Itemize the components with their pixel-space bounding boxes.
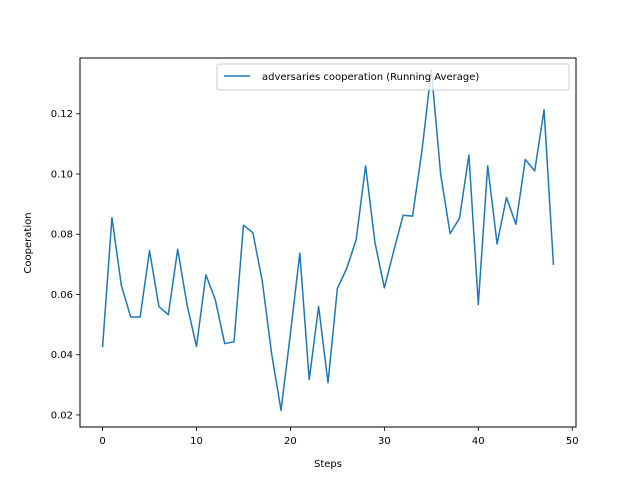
y-tick-label: 0.12	[51, 109, 73, 120]
x-tick-label: 20	[284, 436, 297, 447]
x-tick-label: 10	[190, 436, 203, 447]
x-axis-label: Steps	[314, 459, 342, 470]
legend-box	[216, 63, 570, 91]
y-axis-label: Cooperation	[23, 212, 34, 273]
y-tick-label: 0.06	[51, 290, 73, 301]
x-tick-label: 30	[378, 436, 391, 447]
legend: adversaries cooperation (Running Average…	[216, 63, 570, 91]
legend-label: adversaries cooperation (Running Average…	[262, 72, 479, 83]
x-tick-label: 50	[566, 436, 579, 447]
y-axis-ticks: 0.02 0.04 0.06 0.08 0.10 0.12	[51, 109, 80, 421]
plot-area	[79, 57, 577, 428]
y-tick-label: 0.10	[51, 169, 73, 180]
x-tick-label: 0	[99, 436, 105, 447]
series-line	[101, 69, 555, 412]
x-axis-ticks: 0 10 20 30 40 50	[99, 427, 579, 447]
y-tick-label: 0.08	[51, 230, 73, 241]
y-tick-label: 0.02	[51, 410, 73, 421]
y-tick-label: 0.04	[51, 350, 73, 361]
x-tick-label: 40	[472, 436, 485, 447]
